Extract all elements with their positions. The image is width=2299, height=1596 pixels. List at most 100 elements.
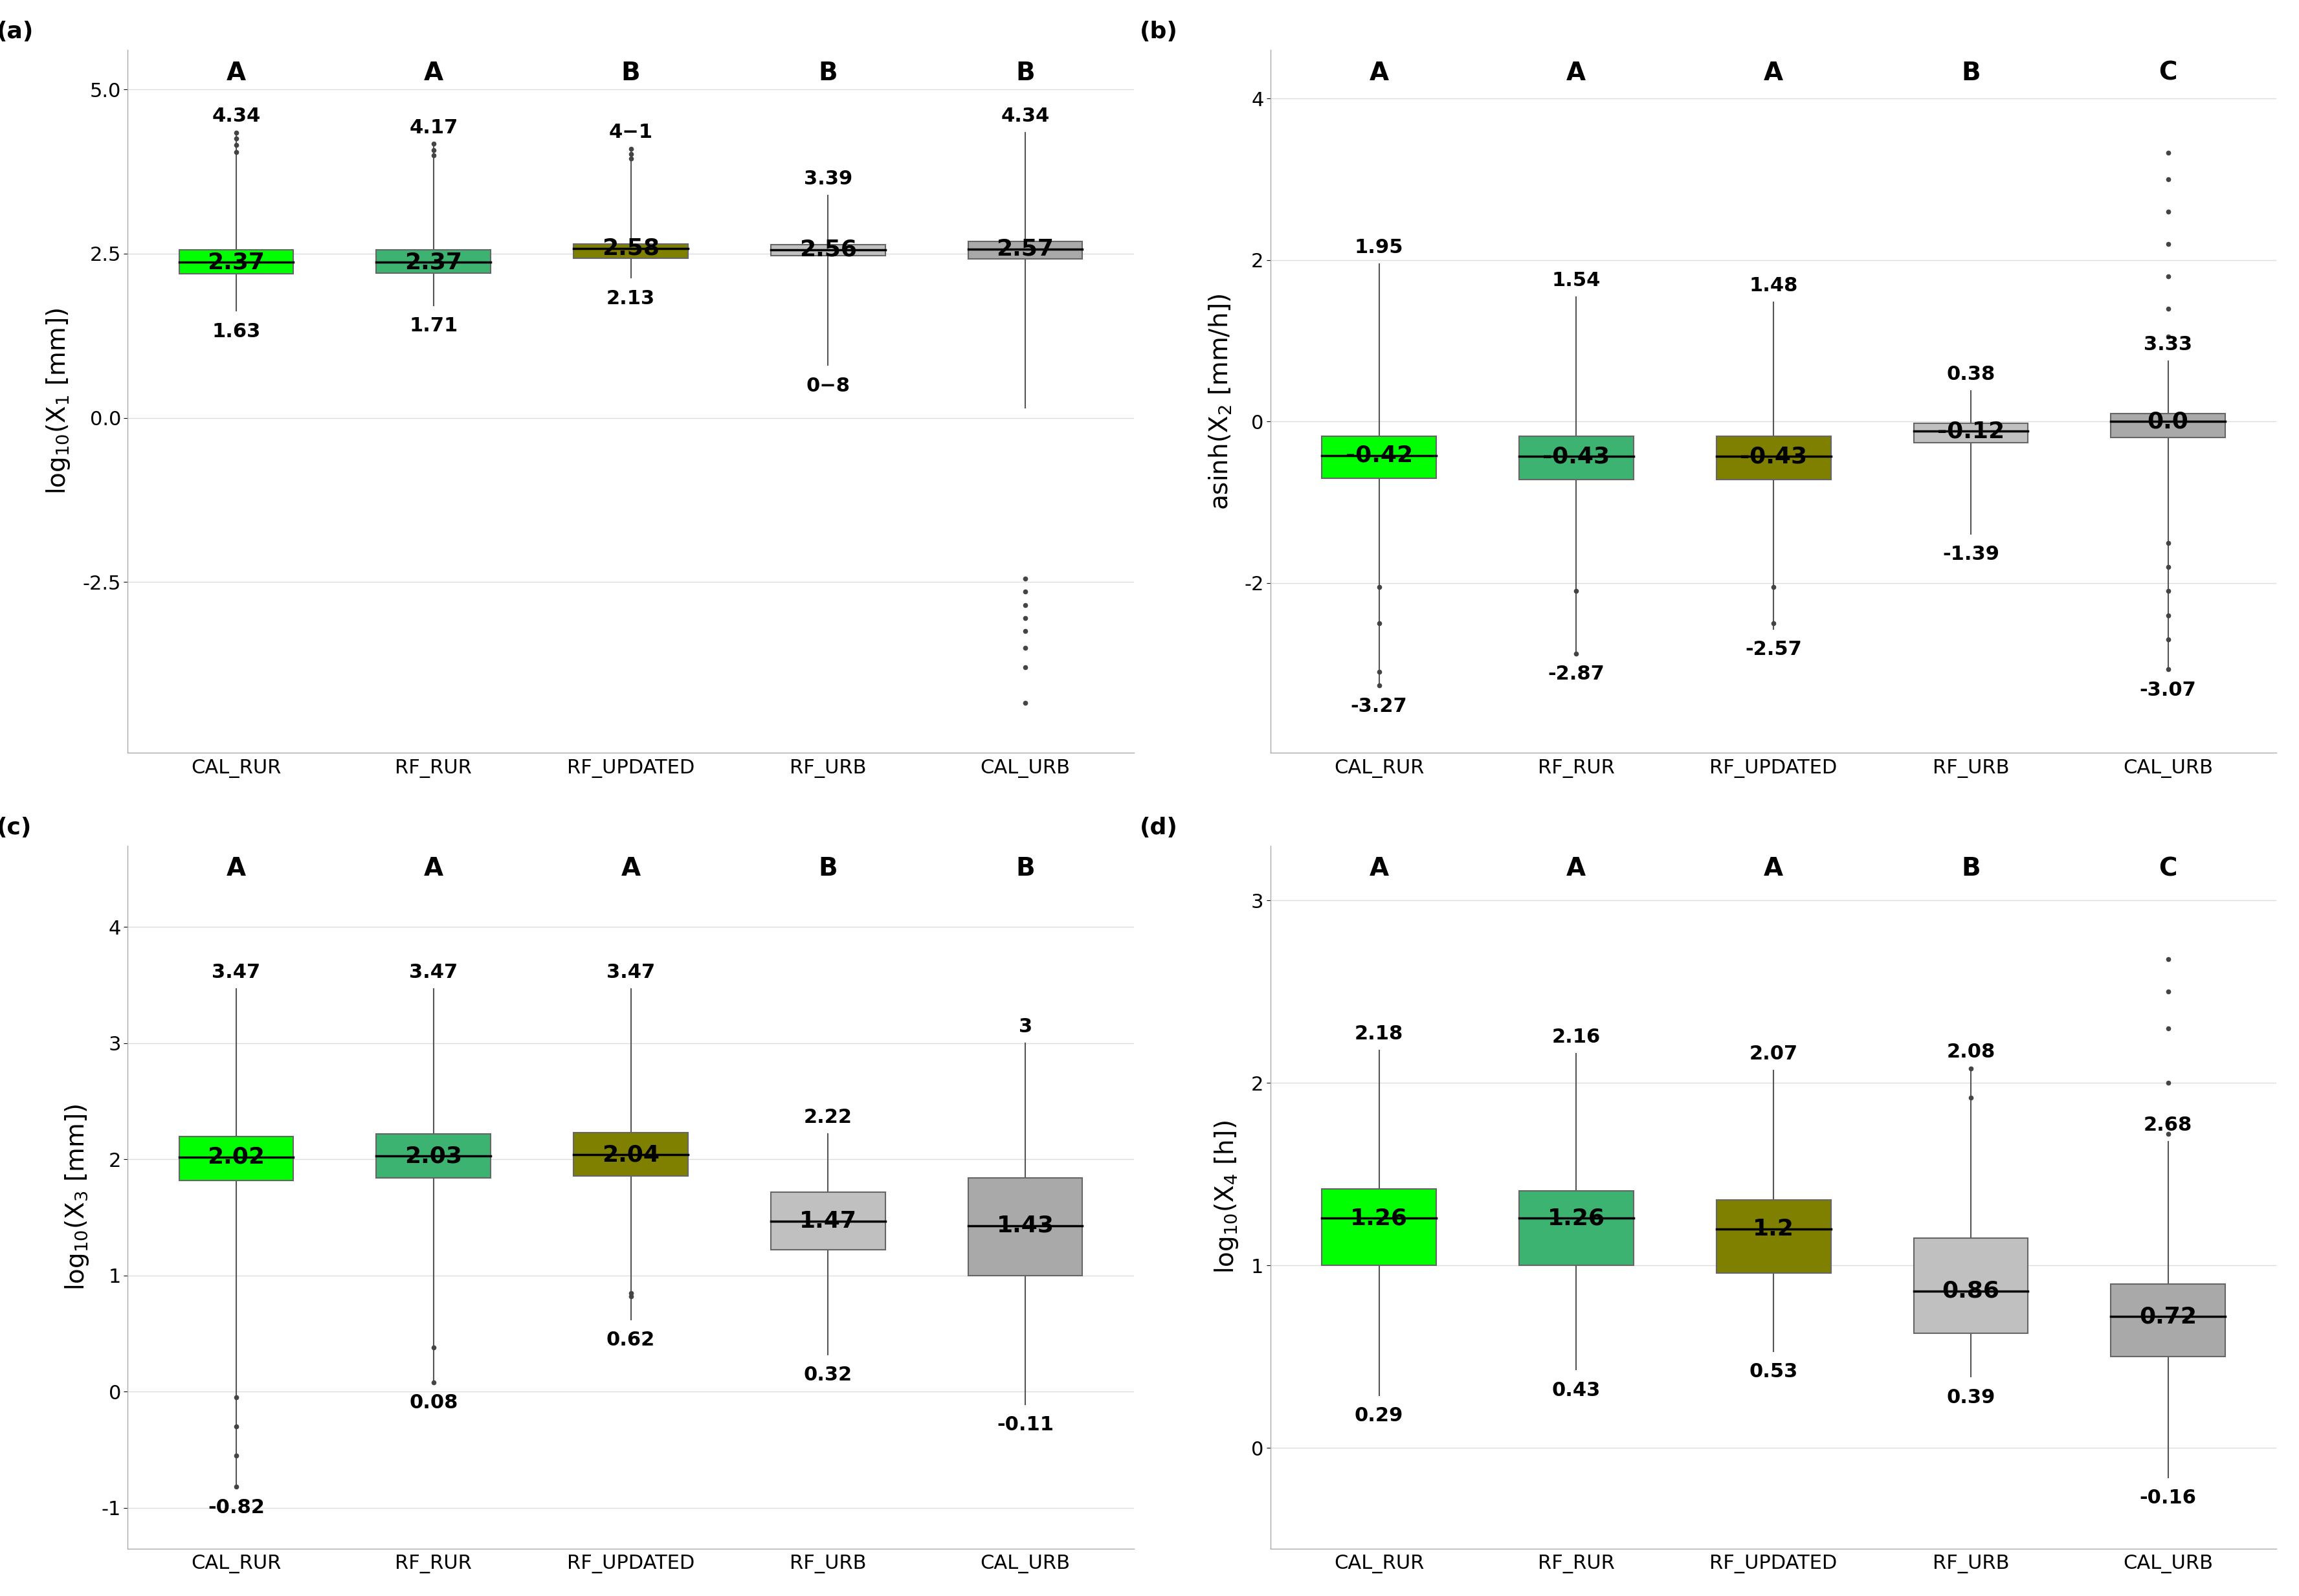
Text: 4.34: 4.34 — [212, 107, 260, 126]
Text: 2.68: 2.68 — [2143, 1116, 2193, 1135]
Bar — [2110, 413, 2225, 437]
Text: 2.57: 2.57 — [995, 238, 1053, 260]
Text: 0.08: 0.08 — [409, 1393, 458, 1412]
Text: C: C — [2159, 857, 2177, 881]
Bar — [1322, 1189, 1437, 1266]
Text: (b): (b) — [1140, 21, 1177, 43]
Y-axis label: log$_{10}$(X$_1$ [mm]): log$_{10}$(X$_1$ [mm]) — [44, 308, 71, 495]
Text: -0.11: -0.11 — [998, 1416, 1053, 1435]
Bar — [377, 1133, 490, 1178]
Text: 1.54: 1.54 — [1552, 271, 1600, 290]
Text: (c): (c) — [0, 817, 32, 839]
Text: -0.43: -0.43 — [1543, 445, 1609, 468]
Text: 4−1: 4−1 — [609, 123, 653, 142]
Bar — [1520, 436, 1635, 480]
Text: -2.87: -2.87 — [1547, 664, 1605, 683]
Text: B: B — [818, 857, 837, 881]
Text: -3.27: -3.27 — [1350, 697, 1407, 715]
Y-axis label: asinh(X$_2$ [mm/h]): asinh(X$_2$ [mm/h]) — [1207, 294, 1232, 509]
Text: B: B — [1961, 857, 1979, 881]
Text: 2.18: 2.18 — [1354, 1025, 1402, 1044]
Bar — [377, 249, 490, 273]
Text: B: B — [818, 61, 837, 85]
Text: 2.03: 2.03 — [405, 1144, 462, 1167]
Text: -0.42: -0.42 — [1345, 445, 1412, 466]
Bar — [968, 1178, 1083, 1275]
Text: 0−8: 0−8 — [807, 377, 851, 396]
Text: A: A — [1566, 61, 1586, 85]
Text: 2.07: 2.07 — [1750, 1044, 1798, 1063]
Text: (a): (a) — [0, 21, 34, 43]
Text: 2.04: 2.04 — [602, 1144, 660, 1165]
Text: 0.86: 0.86 — [1943, 1280, 2000, 1302]
Text: 1.48: 1.48 — [1750, 276, 1798, 295]
Text: A: A — [621, 857, 641, 881]
Text: 1.26: 1.26 — [1350, 1207, 1407, 1229]
Text: 2.02: 2.02 — [207, 1146, 264, 1168]
Bar — [2110, 1283, 2225, 1357]
Text: A: A — [228, 857, 246, 881]
Text: 2.22: 2.22 — [805, 1108, 853, 1127]
Text: 2.13: 2.13 — [607, 289, 655, 308]
Text: B: B — [1016, 61, 1035, 85]
Text: 0.32: 0.32 — [805, 1366, 853, 1384]
Text: 3.39: 3.39 — [805, 169, 853, 188]
Text: C: C — [2159, 61, 2177, 85]
Bar — [1717, 436, 1830, 480]
Y-axis label: log$_{10}$(X$_4$ [h]): log$_{10}$(X$_4$ [h]) — [1214, 1120, 1241, 1274]
Text: 1.71: 1.71 — [409, 316, 458, 335]
Text: A: A — [1370, 857, 1389, 881]
Bar — [572, 244, 687, 259]
Text: 0.62: 0.62 — [607, 1331, 655, 1350]
Text: 0.53: 0.53 — [1750, 1363, 1798, 1382]
Text: B: B — [621, 61, 641, 85]
Bar — [1520, 1191, 1635, 1266]
Bar — [572, 1133, 687, 1176]
Text: 2.16: 2.16 — [1552, 1028, 1600, 1047]
Text: 3.47: 3.47 — [409, 962, 458, 982]
Text: 2.08: 2.08 — [1947, 1042, 1996, 1061]
Text: (d): (d) — [1140, 817, 1177, 839]
Bar — [1913, 1238, 2028, 1333]
Bar — [770, 244, 885, 255]
Text: A: A — [423, 857, 444, 881]
Text: 0.29: 0.29 — [1354, 1406, 1402, 1425]
Bar — [1717, 1200, 1830, 1274]
Text: 3: 3 — [1018, 1018, 1032, 1036]
Text: 0.39: 0.39 — [1947, 1389, 1996, 1408]
Text: 0.72: 0.72 — [2140, 1306, 2198, 1328]
Text: 0.43: 0.43 — [1552, 1381, 1600, 1400]
Text: A: A — [1763, 857, 1784, 881]
Text: 3.47: 3.47 — [607, 962, 655, 982]
Text: A: A — [1763, 61, 1784, 85]
Text: A: A — [1370, 61, 1389, 85]
Text: 1.43: 1.43 — [995, 1215, 1053, 1237]
Text: -0.12: -0.12 — [1938, 420, 2005, 442]
Text: -2.57: -2.57 — [1745, 640, 1802, 659]
Text: -0.43: -0.43 — [1740, 445, 1807, 468]
Text: B: B — [1016, 857, 1035, 881]
Text: A: A — [1566, 857, 1586, 881]
Text: 1.26: 1.26 — [1547, 1207, 1605, 1229]
Bar — [770, 1192, 885, 1250]
Text: A: A — [228, 61, 246, 85]
Text: 1.95: 1.95 — [1354, 238, 1402, 257]
Text: 2.58: 2.58 — [602, 238, 660, 260]
Text: -0.82: -0.82 — [207, 1499, 264, 1516]
Y-axis label: log$_{10}$(X$_3$ [mm]): log$_{10}$(X$_3$ [mm]) — [64, 1104, 90, 1290]
Text: -1.39: -1.39 — [1943, 546, 2000, 563]
Text: -0.16: -0.16 — [2140, 1489, 2196, 1507]
Text: 4.17: 4.17 — [409, 118, 458, 137]
Text: 2.37: 2.37 — [405, 251, 462, 273]
Text: 3.33: 3.33 — [2143, 335, 2193, 354]
Text: B: B — [1961, 61, 1979, 85]
Text: 0.38: 0.38 — [1947, 365, 1996, 385]
Bar — [1322, 436, 1437, 479]
Bar — [968, 241, 1083, 259]
Text: 4.34: 4.34 — [1000, 107, 1051, 126]
Bar — [1913, 423, 2028, 442]
Text: 2.37: 2.37 — [207, 251, 264, 273]
Text: 0.0: 0.0 — [2147, 410, 2189, 433]
Text: 1.63: 1.63 — [212, 322, 260, 342]
Text: 2.56: 2.56 — [800, 239, 858, 260]
